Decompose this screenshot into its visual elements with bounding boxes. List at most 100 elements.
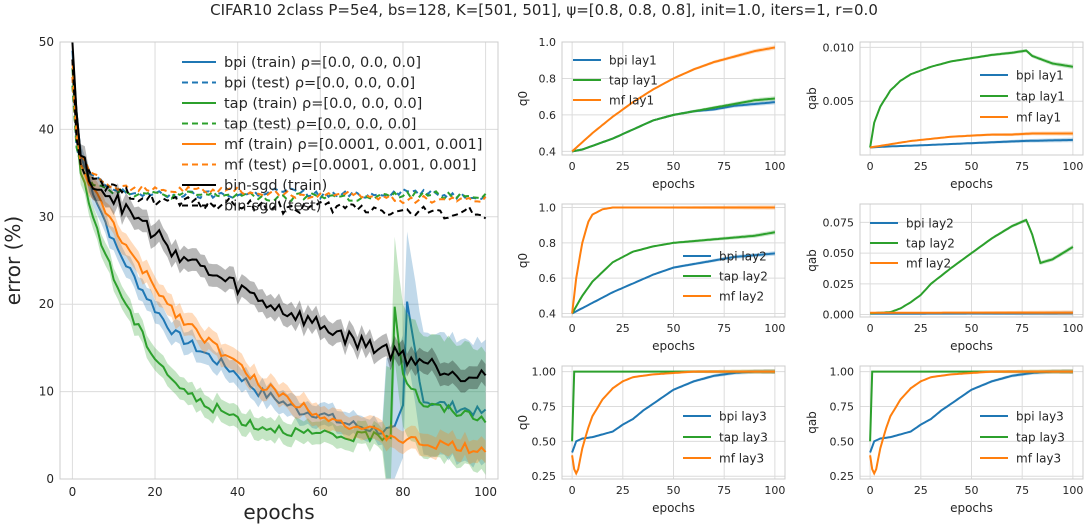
y-tick-label: 0.050 bbox=[823, 247, 855, 260]
legend-label: bin-sgd (test) bbox=[224, 199, 321, 215]
x-tick-label: 50 bbox=[965, 484, 979, 497]
x-tick-label: 60 bbox=[313, 485, 328, 499]
legend-label: tap lay3 bbox=[719, 430, 768, 444]
axes-frame bbox=[561, 203, 786, 318]
legend-label: mf lay2 bbox=[719, 289, 764, 303]
plot-area bbox=[71, 42, 487, 479]
x-tick-label: 25 bbox=[914, 322, 928, 335]
plot-area bbox=[870, 218, 1074, 316]
series-line bbox=[71, 59, 487, 220]
legend-label: mf (train) ρ=[0.0001, 0.001, 0.001] bbox=[224, 137, 482, 153]
y-tick-label: 0.8 bbox=[539, 72, 557, 85]
axes-frame bbox=[561, 41, 786, 156]
y-tick-label: 0.010 bbox=[823, 41, 855, 54]
series-band bbox=[870, 131, 1073, 148]
x-tick-label: 100 bbox=[1062, 322, 1083, 335]
series-band bbox=[572, 99, 775, 152]
legend: bpi lay2 tap lay2 mf lay2 bbox=[870, 216, 955, 270]
axes-frame bbox=[561, 365, 786, 480]
legend: bpi lay2 tap lay2 mf lay2 bbox=[683, 249, 768, 303]
x-axis-label: epochs bbox=[950, 177, 993, 191]
x-tick-label: 0 bbox=[569, 322, 576, 335]
plot-area bbox=[571, 45, 776, 153]
x-tick-label: 100 bbox=[764, 322, 785, 335]
x-tick-label: 50 bbox=[667, 160, 681, 173]
y-tick-label: 40 bbox=[39, 122, 54, 136]
legend-label: bpi lay1 bbox=[1016, 68, 1064, 82]
x-tick-label: 75 bbox=[717, 160, 731, 173]
legend-label: bpi lay3 bbox=[719, 409, 767, 423]
y-axis-label: q0 bbox=[516, 415, 530, 430]
legend: bpi lay3 tap lay3 mf lay3 bbox=[683, 409, 768, 465]
x-axis-label: epochs bbox=[950, 339, 993, 353]
axes-frame bbox=[859, 365, 1084, 480]
y-tick-label: 0 bbox=[46, 472, 54, 486]
x-tick-label: 75 bbox=[717, 322, 731, 335]
y-axis-label: error (%) bbox=[1, 216, 25, 305]
x-tick-label: 20 bbox=[147, 485, 162, 499]
y-tick-label: 0.6 bbox=[539, 109, 557, 122]
y-tick-label: 0.4 bbox=[539, 145, 557, 158]
y-tick-label: 30 bbox=[39, 210, 54, 224]
y-tick-label: 0.75 bbox=[830, 400, 855, 413]
x-tick-label: 25 bbox=[616, 322, 630, 335]
plot-area bbox=[869, 369, 1073, 476]
series-band bbox=[72, 42, 486, 479]
y-tick-label: 0.6 bbox=[539, 272, 557, 285]
y-tick-label: 1.00 bbox=[830, 366, 855, 379]
y-tick-label: 1.0 bbox=[539, 202, 557, 215]
x-axis-label: epochs bbox=[652, 501, 695, 515]
chart-r1c2: 0 25 50 75 100 0.005 0.010 epochs qab bpi lay1 tap… bbox=[805, 41, 1084, 191]
legend-label: bpi (test) ρ=[0.0, 0.0, 0.0] bbox=[224, 76, 415, 92]
x-tick-label: 25 bbox=[914, 484, 928, 497]
x-tick-label: 0 bbox=[867, 160, 874, 173]
x-tick-label: 100 bbox=[764, 160, 785, 173]
legend-label: tap lay2 bbox=[906, 236, 955, 250]
y-tick-label: 0.025 bbox=[823, 278, 855, 291]
x-axis-label: epochs bbox=[243, 500, 314, 524]
series-band bbox=[72, 56, 486, 479]
legend-label: mf (test) ρ=[0.0001, 0.001, 0.001] bbox=[224, 158, 476, 174]
y-tick-label: 10 bbox=[39, 385, 54, 399]
y-tick-label: 1.0 bbox=[539, 36, 557, 49]
x-tick-label: 0 bbox=[867, 322, 874, 335]
series-line bbox=[571, 97, 775, 153]
series-line bbox=[869, 49, 1074, 148]
y-axis-label: q0 bbox=[516, 253, 530, 268]
y-tick-label: 0.25 bbox=[532, 470, 557, 483]
x-tick-label: 50 bbox=[965, 160, 979, 173]
y-tick-label: 0.25 bbox=[830, 470, 855, 483]
plot-area bbox=[571, 205, 776, 315]
x-tick-label: 100 bbox=[474, 485, 497, 499]
x-axis-label: epochs bbox=[652, 339, 695, 353]
y-axis-label: q0 bbox=[516, 91, 530, 106]
legend-label: tap lay1 bbox=[1016, 89, 1065, 103]
x-tick-label: 80 bbox=[395, 485, 410, 499]
series-line bbox=[71, 42, 487, 383]
y-tick-label: 0.000 bbox=[823, 309, 855, 322]
x-axis-label: epochs bbox=[652, 177, 695, 191]
x-tick-label: 40 bbox=[230, 485, 245, 499]
x-axis-label: epochs bbox=[950, 501, 993, 515]
x-tick-label: 50 bbox=[667, 484, 681, 497]
series-line bbox=[869, 132, 1073, 149]
y-tick-label: 0.50 bbox=[532, 435, 557, 448]
y-axis-label: qab bbox=[805, 249, 819, 272]
legend-label: mf lay1 bbox=[1016, 110, 1061, 124]
x-tick-label: 25 bbox=[616, 484, 630, 497]
y-tick-label: 0.75 bbox=[532, 400, 557, 413]
x-tick-label: 50 bbox=[667, 322, 681, 335]
y-tick-label: 0.50 bbox=[830, 435, 855, 448]
legend-label: mf lay1 bbox=[609, 93, 654, 107]
y-axis-label: qab bbox=[805, 411, 819, 434]
axes-frame bbox=[859, 41, 1084, 156]
legend: bpi lay3 tap lay3 mf lay3 bbox=[980, 409, 1065, 465]
x-tick-label: 50 bbox=[965, 322, 979, 335]
x-tick-label: 100 bbox=[1062, 484, 1083, 497]
legend-label: bin-sgd (train) bbox=[224, 178, 327, 194]
x-tick-label: 75 bbox=[717, 484, 731, 497]
y-tick-label: 20 bbox=[39, 297, 54, 311]
axes-frame bbox=[859, 203, 1084, 318]
chart-r2c1: 0 25 50 75 100 0.4 0.6 0.8 1.0 epochs q0 bpi lay2 ta… bbox=[516, 202, 786, 353]
series-line bbox=[571, 252, 775, 315]
